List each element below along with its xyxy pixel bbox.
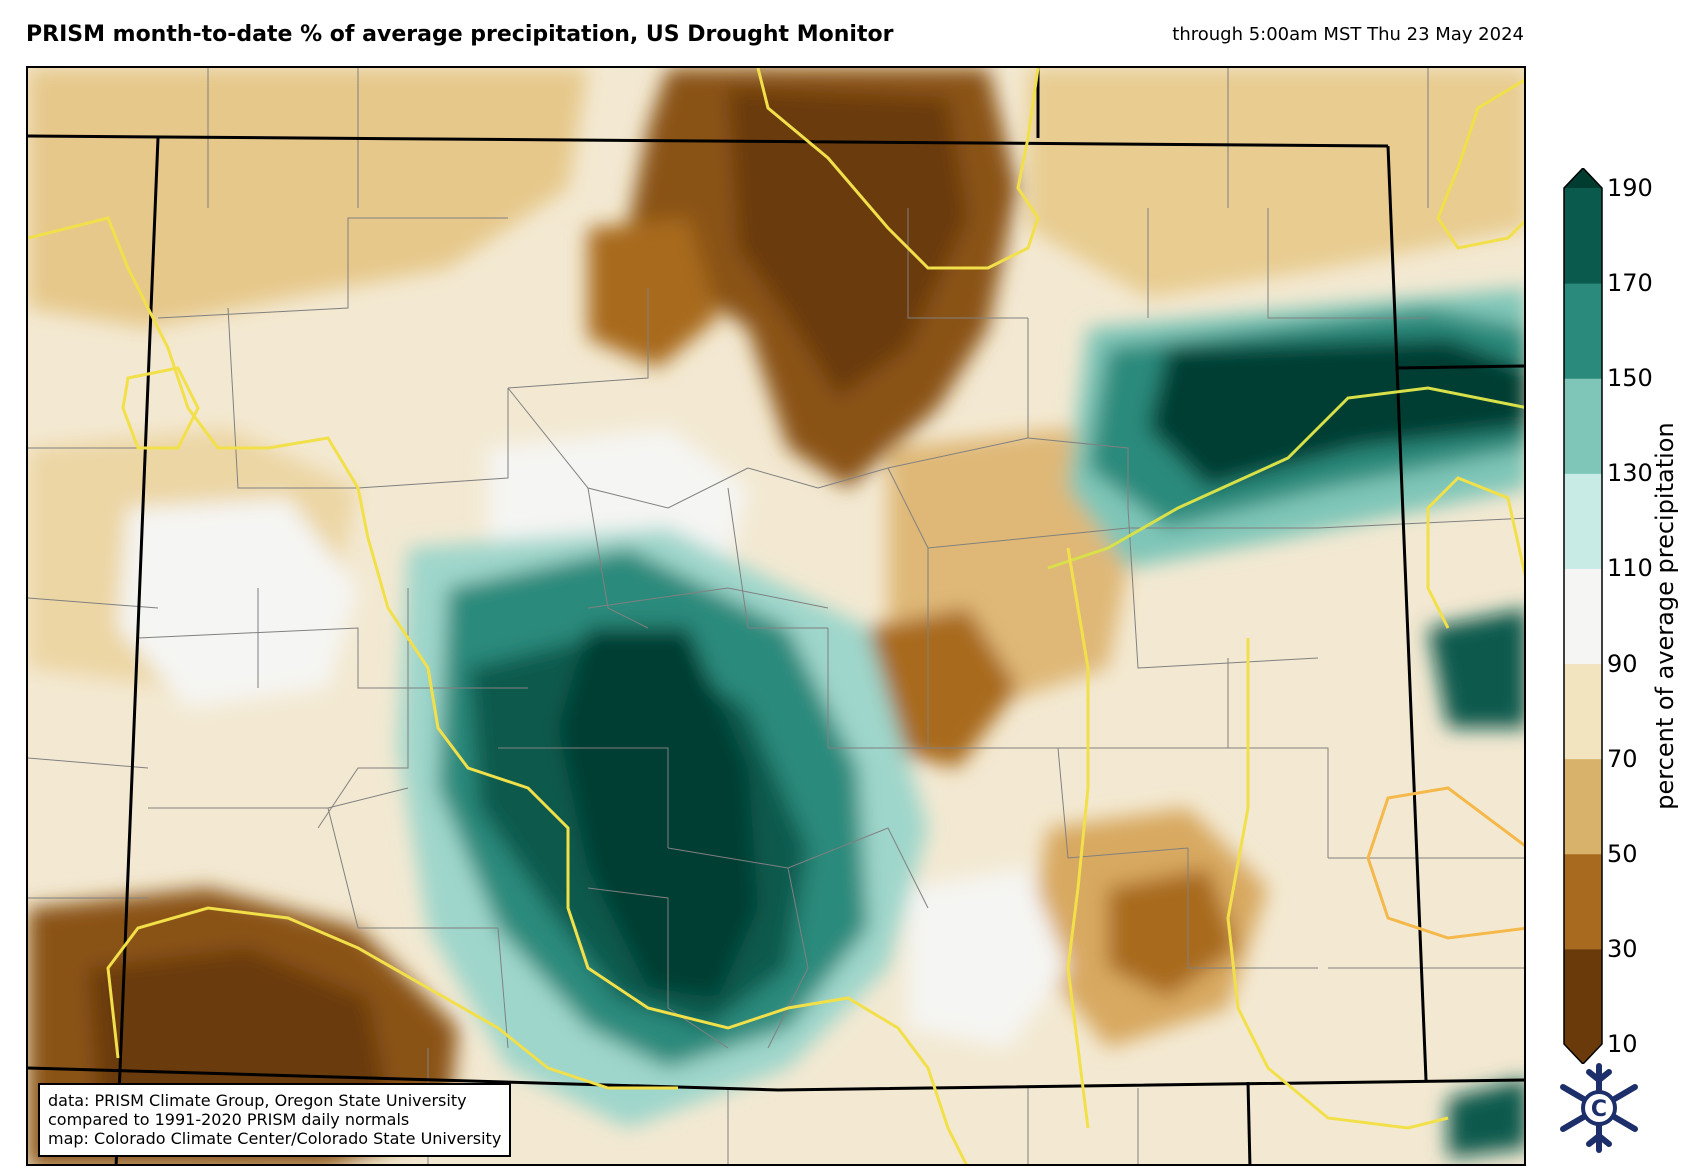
valid-time: through 5:00am MST Thu 23 May 2024 — [1172, 24, 1524, 45]
drought-line-southeast-orange — [1366, 786, 1524, 940]
colorado-south-border — [28, 1066, 1524, 1092]
field-tan-north — [1028, 68, 1524, 298]
colorbar-outline — [1563, 168, 1603, 1064]
colorbar-tick-label: 170 — [1607, 269, 1653, 298]
colorbar-segment — [1564, 378, 1602, 474]
state-borders — [28, 68, 1524, 1164]
colorbar-segment — [1564, 758, 1602, 855]
field-darkteal-southeast-spot — [1428, 608, 1524, 728]
drought-line-southwest — [106, 906, 678, 1090]
colorbar-extend-bottom — [1564, 1044, 1602, 1064]
field-darkteal-east — [1148, 338, 1524, 488]
colorado-north-border — [28, 134, 1389, 148]
colorbar-segment — [1564, 948, 1602, 1045]
colorbar-tick-label: 50 — [1607, 839, 1638, 868]
field-darkteal-south-spot — [1448, 1079, 1524, 1158]
drought-line-north — [756, 68, 1040, 270]
colorbar-segment — [1564, 188, 1602, 284]
credits-box: data: PRISM Climate Group, Oregon State … — [38, 1083, 512, 1157]
colorbar-tick-label: 150 — [1607, 364, 1653, 393]
map-title: PRISM month-to-date % of average precipi… — [26, 22, 894, 47]
colorbar — [1563, 168, 1603, 1064]
drought-line-northeast — [1436, 78, 1524, 250]
drought-line-west-loop — [121, 366, 200, 450]
colorbar-segment — [1564, 663, 1602, 760]
credit-line-map: map: Colorado Climate Center/Colorado St… — [48, 1129, 502, 1148]
colorbar-segment — [1564, 283, 1602, 379]
precipitation-map — [26, 66, 1526, 1166]
field-tan-northwest — [28, 68, 588, 328]
field-brown-north-dark — [728, 88, 968, 398]
field-brown-east — [868, 608, 1018, 768]
county-lines — [28, 68, 1524, 1164]
logo-letter: C — [1591, 1097, 1607, 1122]
drought-line-east — [1047, 386, 1524, 570]
snowflake-logo-icon: C — [1560, 1063, 1638, 1153]
field-white-west — [118, 498, 358, 708]
colorbar-tick-label: 10 — [1607, 1030, 1638, 1058]
colorbar-segment — [1564, 473, 1602, 569]
field-darkteal-core — [558, 628, 758, 998]
colorbar-segments — [1564, 168, 1602, 1064]
field-white-south — [908, 868, 1068, 1048]
credit-line-data: data: PRISM Climate Group, Oregon State … — [48, 1091, 467, 1110]
colorbar-tick-label: 110 — [1607, 554, 1653, 583]
drought-line-southeast — [1226, 638, 1449, 1130]
colorbar-tick-label: 30 — [1607, 934, 1638, 963]
colorbar-tick-label: 190 — [1607, 174, 1653, 202]
colorbar-segment — [1564, 568, 1602, 665]
colorbar-tick-label: 130 — [1607, 459, 1653, 488]
field-brown-northwest-spot — [588, 218, 718, 368]
drought-line-east2 — [1066, 547, 1090, 1129]
colorbar-segment — [1564, 853, 1602, 950]
field-brown-southeast — [1108, 868, 1238, 998]
drought-contours — [28, 68, 1524, 1164]
drought-line-east-loop — [1426, 476, 1524, 629]
colorbar-extend-top — [1564, 168, 1602, 188]
colorado-east-border — [1386, 145, 1428, 1081]
colorado-west-border — [114, 137, 160, 1164]
new-mexico-oklahoma-border — [1246, 1081, 1252, 1164]
precip-field — [28, 68, 1524, 1164]
colorbar-label: percent of average precipitation — [1651, 422, 1679, 810]
colorbar-tick-label: 90 — [1607, 649, 1638, 678]
colorbar-tick-label: 70 — [1607, 744, 1638, 773]
credit-line-normals: compared to 1991-2020 PRISM daily normal… — [48, 1110, 410, 1129]
nebraska-kansas-border — [1397, 364, 1524, 370]
